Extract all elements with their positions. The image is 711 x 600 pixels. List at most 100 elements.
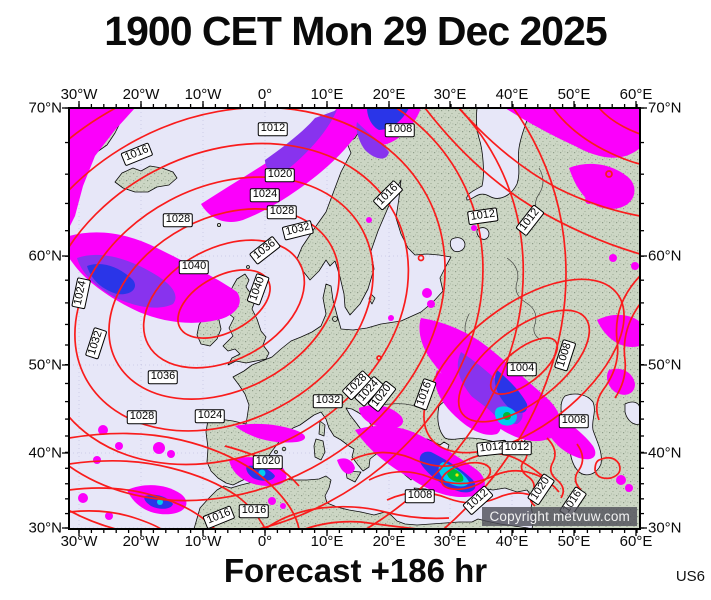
precip-caucasus-band (539, 408, 596, 460)
isobar-low-1012 (423, 278, 625, 454)
water-white-sea (466, 108, 532, 201)
lon-label-top: 10°W (184, 86, 222, 103)
isobar-scribble-3 (574, 443, 584, 491)
precip-tunisia-blob (337, 458, 355, 474)
isobar-sw-1016 (69, 459, 266, 529)
map-frame (68, 107, 641, 530)
pressure-label: 1008 (553, 338, 577, 372)
map-area: 1012 1008 1016 1020 1024 1028 1032 1028 1036 1040… (62, 101, 647, 536)
precip-ukraine-core (457, 352, 523, 425)
isobar-med-1 (350, 451, 550, 483)
precip-greenland-corner (69, 108, 135, 228)
lon-label-bottom: 0° (257, 533, 273, 550)
isobar-1024 (69, 142, 410, 466)
isobar-layer (69, 108, 640, 529)
isobar-arc-ne3 (552, 108, 640, 165)
lat-label-left: 40°N (28, 444, 62, 462)
isobar-1028 (74, 176, 374, 432)
water-aral-sea (624, 401, 640, 425)
lon-label-top: 60°E (619, 86, 653, 103)
lon-label-bottom: 10°E (310, 533, 344, 550)
pressure-label: 1012 (257, 122, 289, 136)
precip-norway-core (356, 122, 389, 159)
lon-label-top: 40°E (495, 86, 529, 103)
lon-label-top: 20°W (122, 86, 160, 103)
lat-label-left: 60°N (28, 247, 62, 265)
pressure-label: 1016 (120, 142, 154, 166)
pressure-label: 1024 (194, 409, 226, 423)
isobar-dot-1 (417, 254, 425, 262)
lon-label-bottom: 30°W (60, 533, 98, 550)
land-africa (193, 475, 531, 529)
lat-label-right: 70°N (648, 99, 682, 117)
precip-aegean-peak (455, 473, 459, 477)
lake-ladoga (449, 237, 466, 252)
isobar-sw-1008 (69, 510, 162, 529)
isobar-caspian-1 (595, 275, 640, 421)
isobar-1012 (69, 108, 525, 529)
lat-label-right: 40°N (648, 444, 682, 462)
pressure-label: 1008 (404, 489, 436, 503)
precip-iceland-core (265, 110, 337, 174)
precip-pyrenees-streak (235, 423, 306, 443)
lon-label-top: 50°E (557, 86, 591, 103)
forecast-label: Forecast +186 hr (223, 552, 488, 589)
pressure-label: 1008 (384, 123, 416, 137)
isobar-low-1004 (489, 337, 559, 395)
pressure-label: 1028 (266, 205, 298, 219)
lat-label-right: 50°N (648, 356, 682, 374)
island-orkney (246, 265, 250, 269)
lat-label-right: 60°N (648, 247, 682, 265)
lat-label-left: 30°N (28, 519, 62, 537)
lon-label-bottom: 20°W (122, 533, 160, 550)
lon-label-bottom: 40°E (495, 533, 529, 550)
lat-label-left: 70°N (28, 99, 62, 117)
precip-barents-blob (569, 163, 635, 209)
pressure-label: 1012 (466, 207, 500, 225)
isobar-caspian-2 (614, 303, 640, 399)
lon-label-top: 30°W (60, 86, 98, 103)
isobar-1032 (108, 208, 340, 400)
pressure-label: 1004 (506, 362, 538, 376)
isobar-aegean-low (440, 461, 492, 491)
pressure-label: 1040 (246, 272, 270, 306)
island-faroe (216, 223, 221, 228)
lon-label-top: 20°E (372, 86, 406, 103)
precip-east-blob-b (607, 368, 635, 395)
island-sardinia (313, 438, 326, 461)
pressure-label: 1020 (526, 472, 556, 506)
island-balearic-1 (274, 450, 278, 454)
isobar-1008 (69, 108, 567, 529)
page-title: 1900 CET Mon 29 Dec 2025 (104, 8, 607, 54)
lon-label-bottom: 60°E (619, 533, 653, 550)
precip-norway-heavy (367, 108, 409, 130)
pressure-label: 1008 (558, 414, 590, 428)
lon-label-top: 0° (257, 86, 273, 103)
isobar-africa-1 (264, 505, 450, 529)
pressure-label: 1024 (71, 276, 91, 310)
precip-aegean-extreme (447, 468, 464, 483)
pressure-label: 1020 (252, 455, 284, 469)
pressure-label: 1028 (162, 213, 194, 227)
pressure-label: 1016 (372, 179, 404, 211)
pressure-label: 1036 (147, 370, 179, 384)
pressure-label: 1032 (281, 219, 315, 241)
model-code: US6 (675, 568, 705, 585)
pressure-label: 1020 (264, 168, 296, 182)
isobar-arc-ne1 (458, 108, 640, 217)
isobar-dot-3 (376, 355, 382, 361)
precip-atlantic-heavy (87, 263, 136, 295)
isobar-arc-ne4 (598, 108, 640, 135)
isobar-1016 (69, 108, 484, 529)
isobar-sw-1020 (69, 432, 300, 529)
pressure-label: 1016 (413, 377, 437, 411)
pressure-label: 1032 (312, 394, 344, 408)
map-overlay: 1012 1008 1016 1020 1024 1028 1032 1028 1036 1040… (69, 108, 640, 529)
pressure-label: 1016 (238, 504, 270, 518)
pressure-label: 1028 (126, 410, 158, 424)
island-zealand (332, 316, 338, 322)
pressure-label: 1040 (178, 260, 210, 274)
lon-label-bottom: 30°E (433, 533, 467, 550)
copyright-watermark: Copyright metvuw.com (482, 507, 637, 526)
